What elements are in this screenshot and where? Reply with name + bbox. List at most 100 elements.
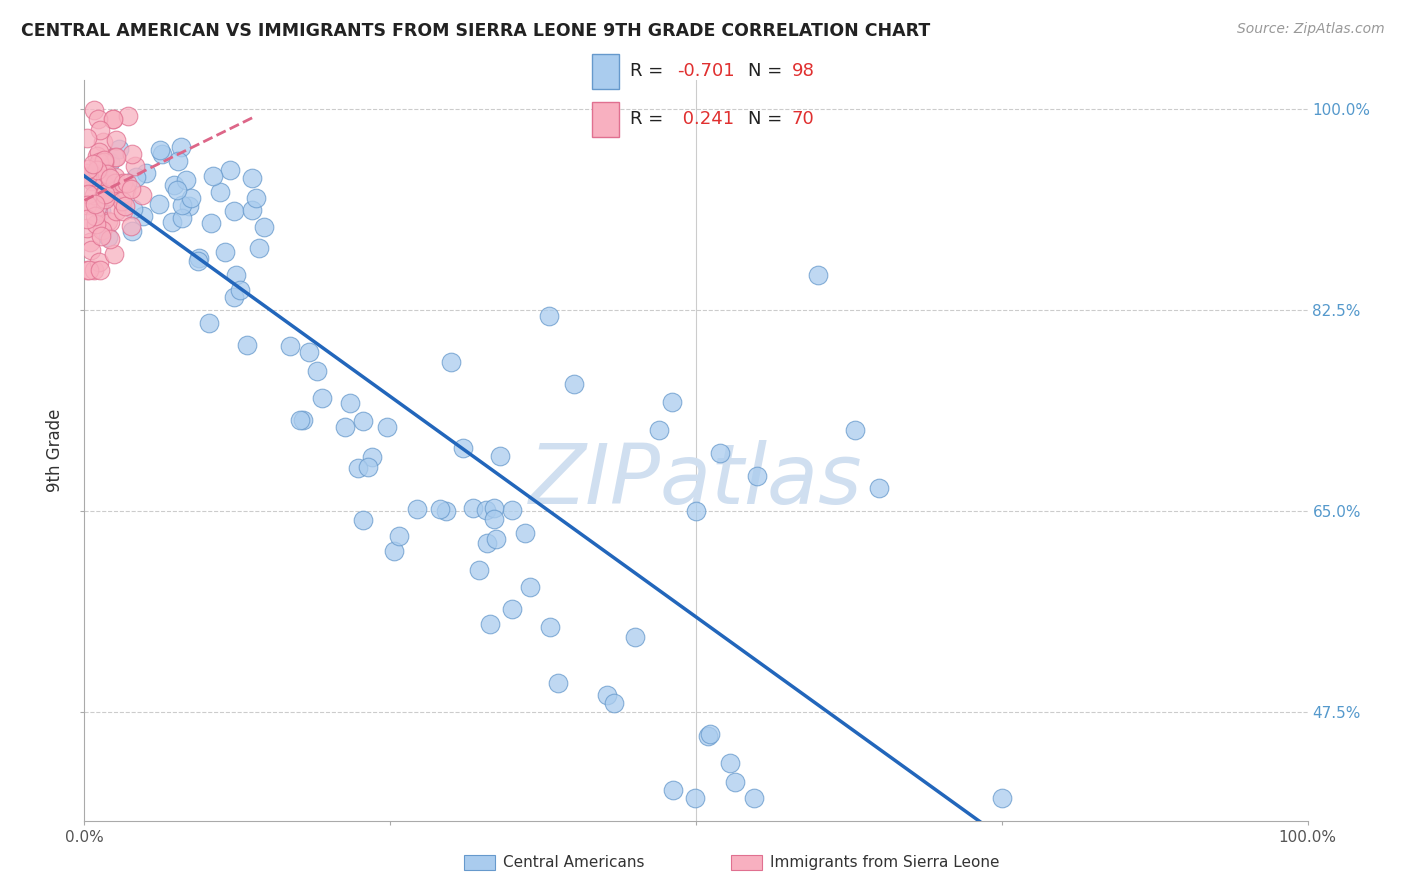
Point — [200, 216, 222, 230]
Point — [382, 543, 405, 558]
Point — [103, 247, 125, 261]
Point — [198, 316, 221, 330]
Point — [489, 449, 512, 463]
Point — [513, 525, 536, 540]
Point — [333, 420, 356, 434]
Point — [172, 198, 194, 212]
Point — [105, 150, 128, 164]
Point — [357, 459, 380, 474]
Point — [83, 167, 105, 181]
Point — [180, 191, 202, 205]
Point — [219, 163, 242, 178]
Point — [114, 199, 136, 213]
Point — [104, 150, 127, 164]
Point — [177, 199, 200, 213]
Point — [311, 391, 333, 405]
Point — [101, 112, 124, 127]
Point — [474, 502, 496, 516]
Point — [298, 345, 321, 359]
Point — [169, 140, 191, 154]
Point — [111, 176, 134, 190]
Point — [86, 162, 108, 177]
Point — [160, 215, 183, 229]
Point — [86, 200, 108, 214]
Point — [120, 182, 142, 196]
Point — [484, 533, 506, 547]
Point — [388, 528, 411, 542]
Point — [97, 176, 120, 190]
Point — [519, 580, 541, 594]
Point — [93, 178, 115, 192]
Text: Source: ZipAtlas.com: Source: ZipAtlas.com — [1237, 22, 1385, 37]
Text: CENTRAL AMERICAN VS IMMIGRANTS FROM SIERRA LEONE 9TH GRADE CORRELATION CHART: CENTRAL AMERICAN VS IMMIGRANTS FROM SIER… — [21, 22, 931, 40]
Point — [724, 775, 747, 789]
Text: 0.241: 0.241 — [676, 111, 734, 128]
Point — [149, 143, 172, 157]
Point — [121, 147, 143, 161]
Point — [240, 171, 263, 186]
Point — [115, 183, 138, 197]
Point — [596, 688, 619, 702]
Point — [240, 202, 263, 217]
Point — [624, 630, 647, 644]
Point — [80, 243, 103, 257]
Point — [288, 413, 311, 427]
Point — [93, 153, 115, 168]
Point — [434, 504, 457, 518]
Point — [406, 501, 429, 516]
Point — [352, 414, 374, 428]
Point — [201, 169, 224, 183]
Point — [83, 188, 105, 202]
Point — [209, 186, 232, 200]
Point — [807, 268, 830, 283]
Point — [697, 730, 720, 744]
Point — [97, 214, 120, 228]
Point — [77, 161, 100, 176]
Point — [747, 469, 769, 483]
Point — [98, 232, 121, 246]
Point — [361, 450, 384, 465]
Point — [79, 197, 101, 211]
Point — [111, 204, 134, 219]
Point — [76, 131, 98, 145]
Point — [100, 215, 122, 229]
Point — [538, 309, 561, 323]
Point — [699, 727, 721, 741]
FancyBboxPatch shape — [592, 54, 619, 88]
Point — [844, 423, 866, 437]
Point — [172, 211, 194, 225]
Point — [89, 262, 111, 277]
Point — [108, 142, 131, 156]
Point — [229, 283, 252, 297]
Point — [82, 168, 104, 182]
Point — [76, 262, 98, 277]
Text: 98: 98 — [792, 62, 814, 80]
Point — [482, 501, 505, 516]
Point — [648, 423, 671, 437]
Point — [77, 262, 100, 277]
Point — [97, 230, 120, 244]
Point — [603, 696, 626, 710]
Point — [97, 189, 120, 203]
Point — [131, 188, 153, 202]
Text: R =: R = — [630, 62, 669, 80]
Point — [253, 219, 276, 234]
Point — [305, 364, 328, 378]
Point — [280, 338, 302, 352]
Point — [429, 502, 451, 516]
Point — [440, 354, 463, 368]
Point — [83, 103, 105, 117]
Point — [91, 223, 114, 237]
Point — [187, 254, 209, 268]
Point — [82, 174, 104, 188]
Point — [451, 442, 474, 456]
Point — [166, 183, 188, 197]
Point — [87, 112, 110, 127]
Point — [662, 783, 685, 797]
Point — [87, 154, 110, 169]
Point — [117, 110, 139, 124]
Point — [84, 217, 107, 231]
Point — [121, 224, 143, 238]
Point — [76, 165, 98, 179]
Text: Immigrants from Sierra Leone: Immigrants from Sierra Leone — [770, 855, 1000, 870]
